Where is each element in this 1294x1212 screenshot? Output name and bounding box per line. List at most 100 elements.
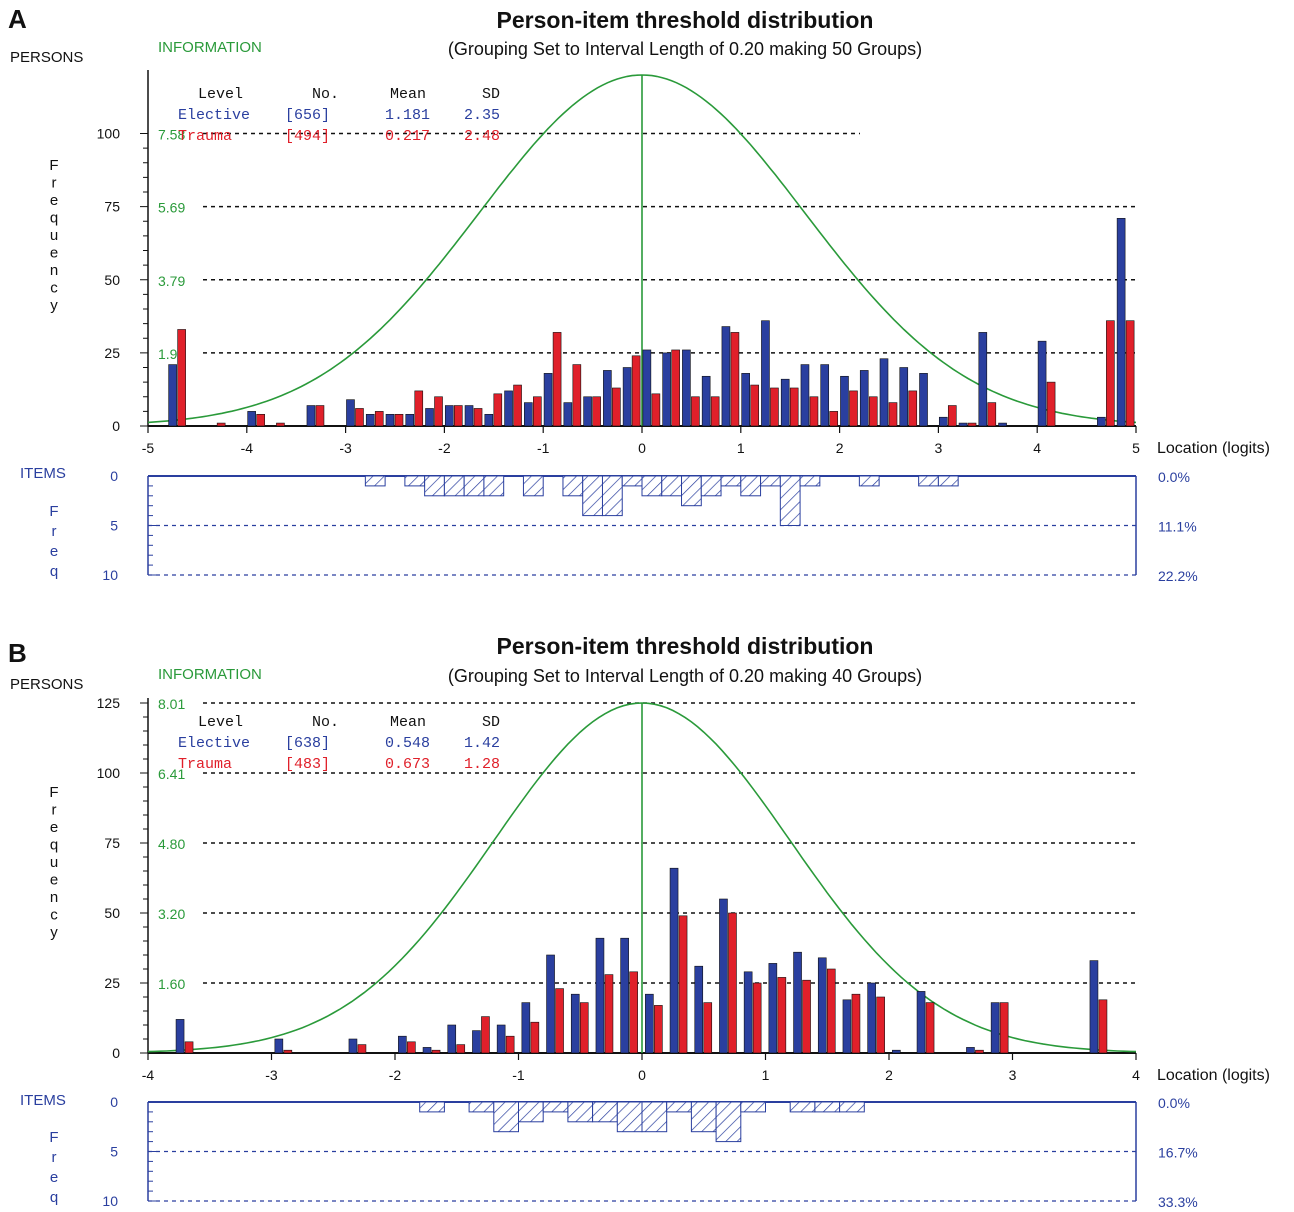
trauma-bar-a [493,393,503,427]
y-tick-label-a: 50 [104,272,120,288]
trauma-bar-a [276,422,285,427]
elective-bar-a [385,413,395,427]
legend-header-sd-a: SD [482,86,500,103]
x-tick-label-a: -3 [339,440,352,456]
info-tick-label-a: 7.58 [158,127,185,143]
trauma-bar-b [802,979,811,1054]
items-axis-letter-a: e [50,543,58,560]
trauma-bar-b [975,1049,984,1054]
x-tick-label-a: 4 [1033,440,1041,456]
xlabel-b: Location (logits) [1157,1067,1270,1084]
elective-bar-a [464,405,474,427]
x-tick-label-b: -4 [142,1067,155,1083]
elective-bar-b [842,999,852,1054]
legend-header-level-a: Level [198,86,243,103]
ylabel-letter-b: y [50,924,58,941]
items-axis-letter-b: F [49,1129,58,1146]
trauma-bar-a [612,387,621,427]
ylabel-letter-b: e [50,819,58,836]
info-tick-label-a: 3.79 [158,273,185,289]
trauma-bar-a [947,405,957,427]
items-tick-label-a: 5 [110,518,118,534]
trauma-bar-a [750,384,759,427]
items-tick-label-b: 0 [110,1094,118,1110]
legend-mean-a: 0.217 [385,128,430,145]
trauma-bar-b [826,968,836,1054]
elective-bar-b [620,937,629,1054]
elective-bar-a [563,402,573,427]
trauma-bar-b [629,971,638,1054]
elective-bar-a [543,373,553,427]
legend-name-b: Elective [178,735,250,752]
trauma-bar-a [809,396,819,427]
elective-bar-b [570,993,580,1054]
ylabel-letter-b: e [50,872,58,889]
information-label-b: INFORMATION [158,666,262,683]
item-bar-a [740,475,762,497]
items-pct-label-b: 16.7% [1158,1145,1198,1161]
elective-bar-a [958,422,968,427]
items-axis-letter-b: r [52,1149,57,1166]
ylabel-letter-a: n [50,262,58,279]
elective-bar-a [721,326,731,427]
item-bar-a [522,475,544,497]
x-tick-label-a: -5 [142,440,155,456]
elective-bar-a [583,396,592,427]
items-axis-letter-b: e [50,1169,58,1186]
elective-bar-b [867,982,876,1054]
trauma-bar-a [513,384,522,427]
ylabel-letter-b: r [52,802,57,819]
items-tick-label-a: 0 [110,468,118,484]
ylabel-letter-a: c [50,280,58,297]
trauma-bar-b [752,982,762,1054]
elective-bar-a [365,413,375,427]
ylabel-letter-a: r [52,175,57,192]
item-bar-a [681,475,702,507]
item-bar-a [641,475,663,497]
elective-bar-a [780,378,790,427]
panel-label-b: B [8,638,27,668]
elective-bar-a [761,320,770,427]
x-tick-label-a: 3 [935,440,943,456]
legend-sd-b: 1.42 [464,735,500,752]
items-axis-letter-b: q [50,1189,58,1206]
trauma-bar-a [691,396,700,427]
item-bar-b [567,1101,594,1123]
trauma-bar-b [678,915,688,1054]
elective-bar-a [1097,416,1106,427]
elective-bar-b [916,991,926,1054]
persons-label-a: PERSONS [10,49,83,66]
elective-bar-b [743,971,753,1054]
ylabel-letter-a: y [50,297,58,314]
trauma-bar-b [1098,999,1108,1054]
elective-bar-b [694,965,704,1054]
elective-bar-a [1116,218,1126,427]
elective-bar-b [990,1002,1000,1054]
trauma-bar-a [572,364,582,427]
elective-bar-b [472,1030,481,1054]
information-label-a: INFORMATION [158,39,262,56]
y-tick-label-a: 100 [97,126,121,142]
trauma-bar-a [868,396,878,427]
trauma-bar-a [533,396,542,427]
elective-bar-b [595,937,605,1054]
legend-mean-b: 0.673 [385,756,430,773]
ylabel-letter-a: e [50,245,58,262]
elective-bar-a [879,358,889,427]
chart-title-a: Person-item threshold distribution [497,7,874,33]
items-axis-letter-a: q [50,563,58,580]
elective-bar-b [398,1035,407,1054]
trauma-bar-a [967,422,977,427]
chart-subtitle-a: (Grouping Set to Interval Length of 0.20… [448,39,922,59]
ylabel-letter-a: e [50,192,58,209]
trauma-bar-a [770,387,779,427]
item-bar-a [483,475,505,497]
x-tick-label-b: 2 [885,1067,893,1083]
legend-header-level-b: Level [198,714,243,731]
trauma-bar-b [530,1021,540,1054]
item-bar-b [493,1101,519,1133]
elective-bar-b [348,1038,358,1054]
items-tick-label-b: 5 [110,1144,118,1160]
y-tick-label-b: 75 [104,835,120,851]
